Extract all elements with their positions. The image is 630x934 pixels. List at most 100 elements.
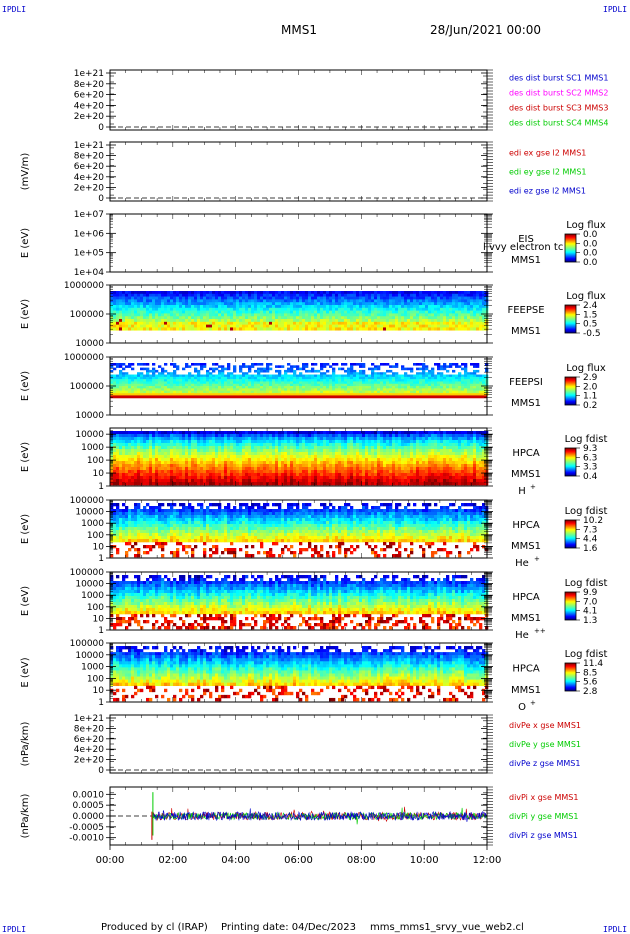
spectrogram-cell [464, 386, 468, 389]
spectrogram-cell [281, 291, 285, 295]
spectrogram-cell [392, 327, 396, 331]
spectrogram-cell [167, 296, 171, 300]
spectrogram-cell [287, 449, 291, 453]
spectrogram-cell [212, 321, 216, 325]
spectrogram-cell [161, 316, 165, 320]
spectrogram-cell [134, 455, 138, 459]
spectrogram-cell [203, 302, 207, 306]
spectrogram-cell [191, 479, 195, 483]
spectrogram-cell [401, 388, 405, 391]
spectrogram-cell [422, 390, 426, 394]
spectrogram-cell [284, 464, 288, 468]
spectrogram-cell [356, 291, 360, 295]
colorbar-tick-label: 0.0 [583, 230, 598, 240]
spectrogram-cell [155, 383, 159, 387]
spectrogram-cell [197, 467, 201, 471]
spectrogram-cell [353, 434, 357, 438]
spectrogram-cell [368, 321, 372, 325]
spectrogram-cell [110, 458, 114, 462]
spectrogram-cell [440, 291, 444, 295]
spectrogram-cell [146, 467, 150, 471]
spectrogram-cell [203, 452, 207, 456]
spectrogram-cell [170, 319, 174, 323]
spectrogram-cell [266, 452, 270, 456]
spectrogram-cell [335, 386, 339, 389]
spectrogram-cell [311, 310, 315, 314]
spectrogram-cell [281, 327, 285, 331]
spectrogram-cell [401, 302, 405, 306]
spectrogram-cell [140, 390, 144, 394]
spectrogram-cell [164, 482, 168, 486]
spectrogram-cell [206, 388, 210, 391]
spectrogram-cell [281, 443, 285, 447]
spectrogram-cell [467, 374, 471, 378]
y-tick-label: 1000000 [64, 281, 104, 291]
spectrogram-cell [230, 319, 234, 323]
spectrogram-cell [377, 302, 381, 306]
spectrogram-cell [323, 376, 327, 380]
spectrogram-cell [137, 374, 141, 378]
spectrogram-cell [287, 473, 291, 477]
spectrogram-cell [206, 372, 210, 375]
spectrogram-cell [167, 321, 171, 325]
spectrogram-cell [125, 383, 129, 387]
spectrogram-cell [149, 443, 153, 447]
spectrogram-cell [203, 291, 207, 295]
spectrogram-cell [191, 473, 195, 477]
spectrogram-cell [431, 327, 435, 331]
spectrogram-cell [200, 467, 204, 471]
spectrogram-cell [128, 470, 132, 474]
spectrogram-cell [212, 388, 216, 391]
spectrogram-cell [188, 305, 192, 309]
spectrogram-cell [122, 390, 126, 394]
spectrogram-cell [113, 449, 117, 453]
spectrogram-cell [320, 327, 324, 331]
spectrogram-cell [119, 386, 123, 389]
spectrogram-cell [146, 443, 150, 447]
spectrogram-cell [314, 482, 318, 486]
spectrogram-cell [350, 307, 354, 311]
spectrogram-cell [191, 299, 195, 303]
spectrogram-cell [341, 461, 345, 465]
spectrogram-cell [239, 452, 243, 456]
spectrogram-cell [236, 464, 240, 468]
spectrogram-cell [335, 461, 339, 465]
spectrogram-cell [272, 321, 276, 325]
spectrogram-cell [332, 449, 336, 453]
spectrogram-cell [410, 388, 414, 391]
spectrogram-cell [386, 467, 390, 471]
spectrogram-cell [335, 479, 339, 483]
spectrogram-cell [326, 437, 330, 441]
spectrogram-cell [332, 307, 336, 311]
spectrogram-cell [311, 299, 315, 303]
spectrogram-cell [320, 291, 324, 295]
spectrogram-cell [119, 316, 123, 320]
spectrogram-cell [374, 383, 378, 387]
spectrogram-cell [164, 313, 168, 317]
spectrogram-cell [182, 324, 186, 328]
spectrogram-cell [350, 386, 354, 389]
spectrogram-cell [251, 467, 255, 471]
spectrogram-cell [275, 386, 279, 389]
spectrogram-cell [233, 470, 237, 474]
spectrogram-cell [200, 374, 204, 378]
spectrogram-cell [302, 390, 306, 394]
spectrogram-cell [317, 327, 321, 331]
spectrogram-cell [215, 321, 219, 325]
spectrogram-cell [386, 291, 390, 295]
spectrogram-cell [410, 316, 414, 320]
spectrogram-cell [209, 291, 213, 295]
spectrogram-cell [371, 372, 375, 375]
spectrogram-cell [314, 291, 318, 295]
spectrogram-cell [386, 302, 390, 306]
spectrogram-cell [422, 291, 426, 295]
spectrogram-cell [329, 319, 333, 323]
spectrogram-cell [389, 369, 393, 373]
spectrogram-cell [155, 390, 159, 394]
spectrogram-cell [113, 467, 117, 471]
spectrogram-cell [299, 310, 303, 314]
spectrogram-cell [290, 467, 294, 471]
spectrogram-cell [110, 464, 114, 468]
spectrogram-cell [248, 470, 252, 474]
spectrogram-cell [155, 302, 159, 306]
